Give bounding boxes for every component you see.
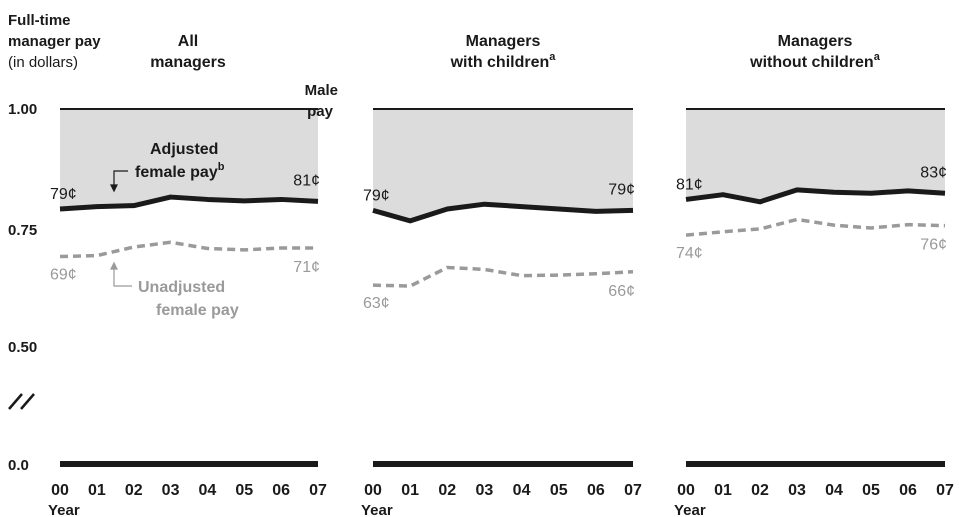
adjusted-start-value-label: 79¢: [363, 187, 390, 204]
adjusted-pay-label-line2: female payb: [135, 161, 225, 181]
chart-panel: 00 01 02 03 04 05 06 07 Year 79¢ 79¢ 63¢ 66¢: [361, 108, 642, 517]
panel-title-all-line1: All: [178, 33, 198, 50]
x-tick-label: 05: [550, 482, 568, 499]
x-tick-label: 07: [309, 482, 327, 499]
adjusted-start-value-label: 81¢: [676, 176, 703, 193]
unadjusted-end-value-label: 71¢: [293, 259, 320, 276]
x-tick-label: 02: [751, 482, 769, 499]
x-tick-label: 00: [364, 482, 382, 499]
x-tick-label: 06: [587, 482, 605, 499]
y-axis-title-line2: manager pay: [8, 33, 101, 50]
unadjusted-female-pay-line: [372, 265, 634, 288]
adjusted-end-value-label: 83¢: [920, 164, 947, 181]
pay-gap-area: [373, 109, 633, 221]
chart-panel: 00 01 02 03 04 05 06 07 Year 79¢ 81¢ 69¢ 71¢: [48, 108, 327, 517]
x-tick-label: 01: [88, 482, 106, 499]
x-tick-label: 05: [862, 482, 880, 499]
adjusted-pay-label-line1: Adjusted: [150, 141, 218, 158]
y-tick-label: 0.0: [8, 457, 29, 474]
panel-title-with-children-line2: with childrena: [450, 51, 557, 71]
panel-title-with-children-line1: Managers: [466, 33, 541, 50]
unadjusted-start-value-label: 74¢: [676, 245, 703, 262]
x-tick-label: 00: [51, 482, 69, 499]
footnote-marker: a: [549, 51, 556, 63]
x-tick-label: 04: [513, 482, 531, 499]
adjusted-start-value-label: 79¢: [50, 186, 77, 203]
panel-title-all-line2: managers: [150, 54, 226, 71]
unadjusted-pointer-icon: [110, 261, 132, 287]
x-tick-label: 03: [476, 482, 494, 499]
unadjusted-end-value-label: 66¢: [608, 283, 635, 300]
male-pay-label-line1: Male: [305, 82, 338, 99]
male-pay-label-line2: pay: [307, 103, 334, 120]
x-axis-label: Year: [361, 502, 393, 517]
pay-gap-area: [686, 109, 945, 202]
unadjusted-pay-label-line2: female pay: [156, 302, 239, 319]
x-tick-label: 05: [235, 482, 253, 499]
adjusted-female-pay-line: [685, 187, 946, 205]
adjusted-female-pay-line: [372, 201, 634, 224]
unadjusted-female-pay-line: [685, 217, 946, 237]
chart-panel: 00 01 02 03 04 05 06 07 Year 81¢ 83¢ 74¢ 76¢: [674, 108, 954, 517]
adjusted-female-pay-line: [59, 194, 319, 212]
chart-panels: 00 01 02 03 04 05 06 07 Year 79¢ 81¢ 69¢ 71¢ 00 01 02 03…: [48, 108, 954, 517]
x-tick-label: 06: [272, 482, 290, 499]
x-axis-label: Year: [48, 502, 80, 517]
panel-title-without-children-line2: without childrena: [749, 51, 881, 71]
pay-gap-area: [60, 109, 318, 209]
y-tick-label: 0.75: [8, 222, 37, 239]
panel-title-without-children-line1: Managers: [778, 33, 853, 50]
unadjusted-start-value-label: 63¢: [363, 295, 390, 312]
y-tick-label: 1.00: [8, 101, 37, 118]
x-tick-label: 00: [677, 482, 695, 499]
x-tick-label: 04: [199, 482, 217, 499]
y-axis-title-line1: Full-time: [8, 12, 71, 29]
x-tick-label: 03: [788, 482, 806, 499]
x-tick-label: 04: [825, 482, 843, 499]
adjusted-end-value-label: 81¢: [293, 172, 320, 189]
panel-title-without-children-text: without children: [749, 54, 874, 71]
unadjusted-pay-label-line1: Unadjusted: [138, 279, 225, 296]
x-axis-label: Year: [674, 502, 706, 517]
adjusted-pay-label-text: female pay: [135, 164, 218, 181]
axis-break-icon: [8, 393, 35, 410]
unadjusted-start-value-label: 69¢: [50, 267, 77, 284]
x-tick-label: 07: [624, 482, 642, 499]
panel-title-with-children-text: with children: [450, 54, 550, 71]
adjusted-pointer-icon: [110, 170, 128, 193]
y-tick-label: 0.50: [8, 339, 37, 356]
x-tick-label: 01: [714, 482, 732, 499]
x-tick-label: 02: [438, 482, 456, 499]
adjusted-end-value-label: 79¢: [608, 181, 635, 198]
x-tick-label: 02: [125, 482, 143, 499]
x-tick-label: 06: [899, 482, 917, 499]
unadjusted-female-pay-line: [59, 240, 318, 259]
footnote-marker: b: [218, 161, 225, 173]
x-tick-label: 07: [936, 482, 954, 499]
unadjusted-end-value-label: 76¢: [920, 237, 947, 254]
y-axis-title-line3: (in dollars): [8, 54, 78, 71]
x-tick-label: 01: [401, 482, 419, 499]
footnote-marker: a: [874, 51, 881, 63]
x-tick-label: 03: [162, 482, 180, 499]
